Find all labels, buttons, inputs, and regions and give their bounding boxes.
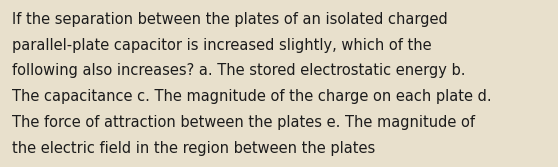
Text: The capacitance c. The magnitude of the charge on each plate d.: The capacitance c. The magnitude of the … [12,89,492,104]
Text: If the separation between the plates of an isolated charged: If the separation between the plates of … [12,12,448,27]
Text: following also increases? a. The stored electrostatic energy b.: following also increases? a. The stored … [12,63,466,78]
Text: The force of attraction between the plates e. The magnitude of: The force of attraction between the plat… [12,115,475,130]
Text: parallel-plate capacitor is increased slightly, which of the: parallel-plate capacitor is increased sl… [12,38,432,53]
Text: the electric field in the region between the plates: the electric field in the region between… [12,141,376,156]
